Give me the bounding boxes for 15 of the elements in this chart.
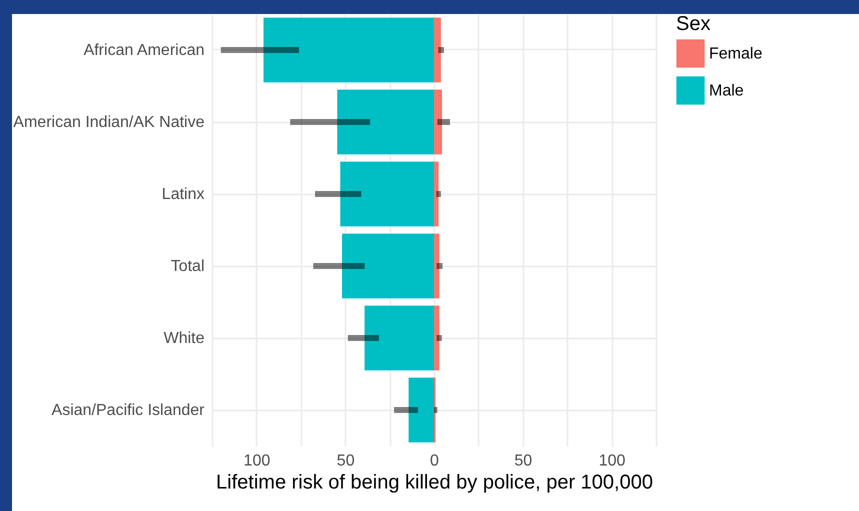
x-tick-label: 50: [514, 452, 532, 470]
x-axis-title: Lifetime risk of being killed by police, per 100,000: [216, 472, 653, 494]
y-tick-label: African American: [84, 42, 204, 59]
x-tick-label: 100: [244, 452, 270, 470]
y-tick-label: Latinx: [162, 186, 204, 203]
y-tick-label: Asian/Pacific Islander: [52, 402, 206, 419]
x-tick-label: 50: [336, 452, 355, 470]
y-tick-label: American Indian/AK Native: [13, 114, 205, 131]
legend-label: Female: [709, 46, 762, 62]
y-tick-label: Total: [170, 258, 204, 275]
y-tick-label: White: [164, 330, 205, 347]
legend-title: Sex: [676, 13, 710, 35]
legend-label: Male: [709, 82, 744, 100]
x-tick-label: 100: [598, 452, 626, 470]
x-tick-label: 0: [430, 452, 440, 470]
